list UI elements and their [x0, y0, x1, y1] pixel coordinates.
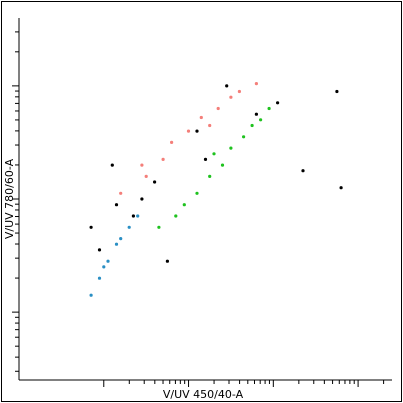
- scatter-point: [165, 259, 169, 263]
- scatter-point: [102, 265, 106, 269]
- scatter-point: [339, 186, 343, 190]
- scatter-point: [131, 214, 135, 218]
- scatter-point: [153, 180, 157, 184]
- scatter-point: [229, 95, 233, 99]
- scatter-point: [89, 293, 93, 297]
- series-0: [89, 84, 343, 263]
- scatter-point: [335, 89, 339, 94]
- scatter-point: [208, 174, 212, 178]
- scatter-point: [140, 197, 144, 201]
- y-axis-label: V/UV 780/60-A: [3, 158, 16, 239]
- scatter-point: [89, 225, 93, 229]
- scatter-point: [97, 276, 102, 280]
- scatter-point: [229, 146, 233, 150]
- scatter-point: [199, 115, 203, 120]
- scatter-point: [237, 89, 241, 94]
- series-1: [119, 82, 258, 195]
- scatter-point: [208, 123, 212, 128]
- scatter-point: [119, 237, 123, 241]
- x-axis-label: V/UV 450/40-A: [163, 388, 244, 401]
- scatter-point: [301, 169, 305, 173]
- scatter-point: [195, 129, 199, 133]
- scatter-point: [114, 242, 119, 246]
- scatter-point: [182, 203, 186, 207]
- scatter-points: [89, 82, 343, 297]
- scatter-point: [110, 163, 114, 167]
- scatter-point: [106, 259, 110, 263]
- scatter-point: [161, 157, 165, 161]
- scatter-point: [225, 84, 229, 88]
- scatter-point: [119, 191, 123, 195]
- scatter-point: [140, 163, 144, 167]
- scatter-point: [186, 129, 191, 133]
- scatter-point: [174, 214, 178, 218]
- scatter-point: [267, 106, 271, 111]
- scatter-point: [144, 174, 148, 178]
- scatter-point: [97, 248, 102, 252]
- series-2: [157, 106, 271, 229]
- scatter-point: [216, 106, 220, 111]
- scatter-point: [170, 140, 174, 144]
- axis-ticks: [12, 31, 385, 387]
- scatter-point: [203, 157, 208, 161]
- scatter-point: [212, 152, 216, 156]
- scatter-point: [250, 123, 254, 128]
- series-3: [89, 214, 140, 297]
- scatter-point: [254, 112, 258, 116]
- scatter-point: [220, 163, 225, 167]
- scatter-point: [242, 135, 246, 139]
- scatter-point: [136, 214, 140, 218]
- scatter-point: [276, 101, 280, 105]
- scatter-point: [195, 191, 199, 195]
- scatter-point: [127, 225, 131, 229]
- scatter-point: [254, 82, 258, 86]
- scatter-point: [157, 225, 161, 229]
- scatter-point: [259, 118, 263, 122]
- scatter-point: [114, 203, 119, 207]
